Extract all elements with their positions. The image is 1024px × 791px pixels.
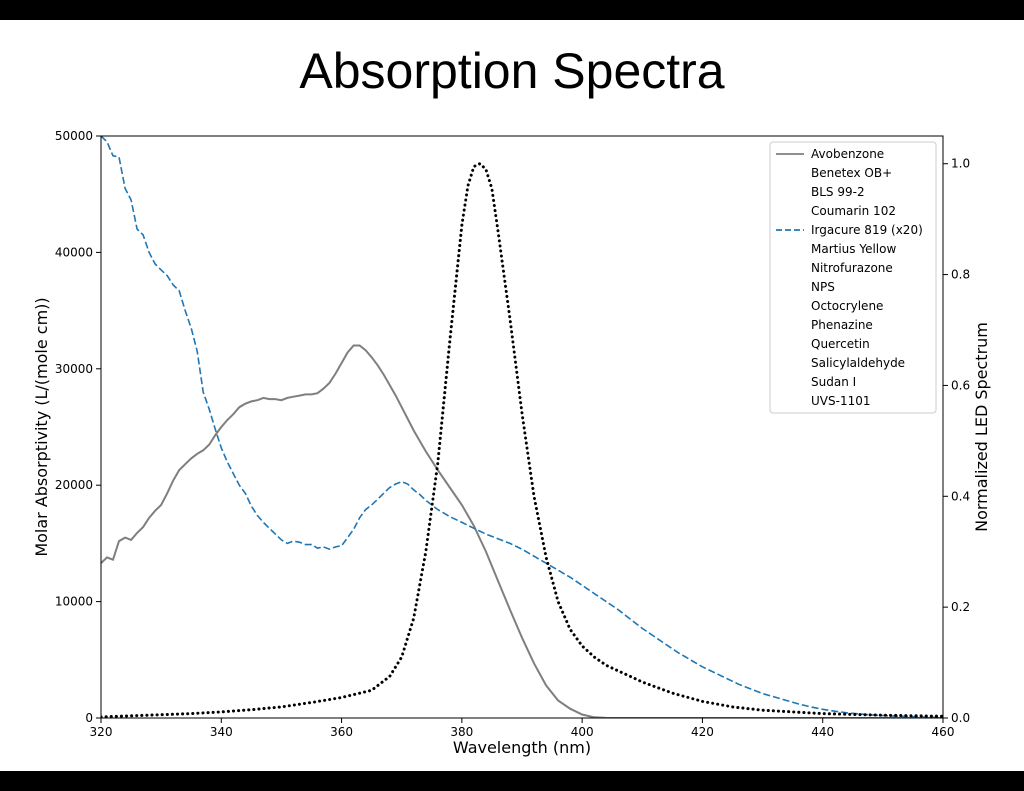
plot-frame — [100, 135, 944, 719]
legend-item-label: BLS 99-2 — [811, 185, 865, 199]
y-axis-label: Molar Absorptivity (L/(mole cm)) — [32, 297, 51, 556]
legend-item-label: Coumarin 102 — [811, 204, 896, 218]
series-line-irgacure-819-x20 — [101, 136, 943, 718]
right-y-tick-label: 0.0 — [951, 711, 970, 725]
series-line-avobenzone — [101, 344, 943, 718]
citation: Gong et al., Lab Chip 17, 2899 (2017) — [720, 771, 1006, 790]
legend-item-label: Nitrofurazone — [811, 261, 893, 275]
right-y-tick-label: 0.6 — [951, 378, 970, 392]
y-tick-label: 30000 — [55, 362, 93, 376]
x-tick-label: 380 — [450, 725, 473, 739]
legend-item-label: Salicylaldehyde — [811, 356, 905, 370]
right-y-axis-label: Normalized LED Spectrum — [972, 322, 991, 532]
x-axis-label: Wavelength (nm) — [453, 738, 591, 757]
legend-item-label: Quercetin — [811, 337, 870, 351]
legend-item-label: NPS — [811, 280, 835, 294]
legend-item-label: Sudan I — [811, 375, 856, 389]
right-y-tick-label: 1.0 — [951, 157, 970, 171]
legend-item-label: Phenazine — [811, 318, 873, 332]
axis-layer: 320 340 360 380 400 420 440 460 0 10000 20000 30000… — [55, 129, 970, 739]
y-tick-label: 10000 — [55, 595, 93, 609]
legend: Avobenzone Benetex OB+ BLS 99-2 Coumarin 10… — [769, 141, 937, 414]
x-tick-label: 320 — [90, 725, 113, 739]
legend-item-label: Octocrylene — [811, 299, 883, 313]
x-tick-label: 340 — [210, 725, 233, 739]
x-tick-label: 460 — [932, 725, 955, 739]
page-title: Absorption Spectra — [299, 43, 725, 99]
series-layer — [101, 136, 943, 718]
x-tick-label: 440 — [811, 725, 834, 739]
legend-item-label: UVS-1101 — [811, 394, 870, 408]
legend-item-label: Avobenzone — [811, 147, 884, 161]
legend-item-label: Irgacure 819 (x20) — [811, 223, 923, 237]
y-tick-label: 20000 — [55, 478, 93, 492]
x-tick-label: 400 — [571, 725, 594, 739]
y-tick-label: 40000 — [55, 245, 93, 259]
x-tick-label: 420 — [691, 725, 714, 739]
x-tick-label: 360 — [330, 725, 353, 739]
right-y-tick-label: 0.2 — [951, 600, 970, 614]
y-tick-label: 0 — [85, 711, 93, 725]
legend-item-label: Benetex OB+ — [811, 166, 892, 180]
right-y-tick-label: 0.8 — [951, 268, 970, 282]
right-y-tick-label: 0.4 — [951, 489, 970, 503]
legend-box — [769, 141, 937, 414]
y-tick-label: 50000 — [55, 129, 93, 143]
legend-item-label: Martius Yellow — [811, 242, 896, 256]
